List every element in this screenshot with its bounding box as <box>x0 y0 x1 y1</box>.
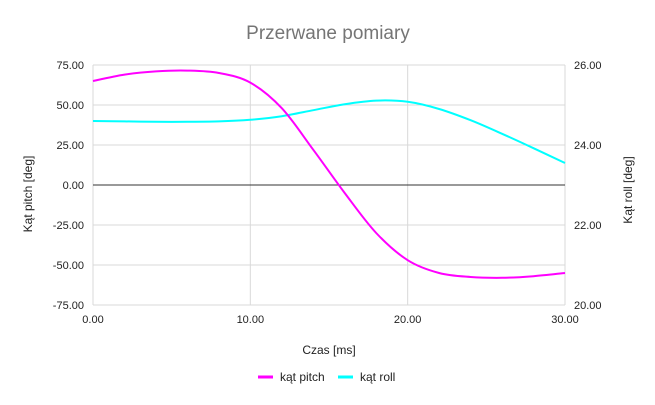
right-tick-labels: 26.00 24.00 22.00 20.00 <box>574 60 602 312</box>
x-axis-title: Czas [ms] <box>302 343 355 357</box>
legend-label-pitch: kąt pitch <box>280 370 325 384</box>
left-tick-labels: 75.00 50.00 25.00 0.00 -25.00 -50.00 -75.00 <box>53 60 84 312</box>
y-left-tick-label: -25.00 <box>53 220 84 232</box>
x-tick-label: 0.00 <box>82 314 103 326</box>
x-tick-labels: 0.00 10.00 20.00 30.00 <box>82 314 578 326</box>
y-left-tick-label: 75.00 <box>56 60 84 72</box>
y-axis-right-title: Kąt roll [deg] <box>621 156 635 223</box>
y-right-tick-label: 20.00 <box>574 300 602 312</box>
x-tick-label: 10.00 <box>237 314 265 326</box>
y-left-tick-label: 50.00 <box>56 100 84 112</box>
series-line-pitch <box>92 69 566 279</box>
y-right-tick-label: 24.00 <box>574 140 602 152</box>
y-right-tick-label: 22.00 <box>574 220 602 232</box>
x-tick-label: 30.00 <box>551 314 579 326</box>
y-left-tick-label: -75.00 <box>53 300 84 312</box>
series-lines <box>92 69 566 279</box>
chart-title: Przerwane pomiary <box>246 23 410 44</box>
legend: kąt pitch kąt roll <box>258 370 395 384</box>
x-tick-label: 20.00 <box>394 314 422 326</box>
y-left-tick-label: 25.00 <box>56 140 84 152</box>
y-left-tick-label: 0.00 <box>63 180 84 192</box>
y-right-tick-label: 26.00 <box>574 60 602 72</box>
y-left-tick-label: -50.00 <box>53 260 84 272</box>
legend-label-roll: kąt roll <box>360 370 395 384</box>
series-line-roll <box>92 99 566 164</box>
y-axis-left-title: Kąt pitch [deg] <box>21 156 35 233</box>
